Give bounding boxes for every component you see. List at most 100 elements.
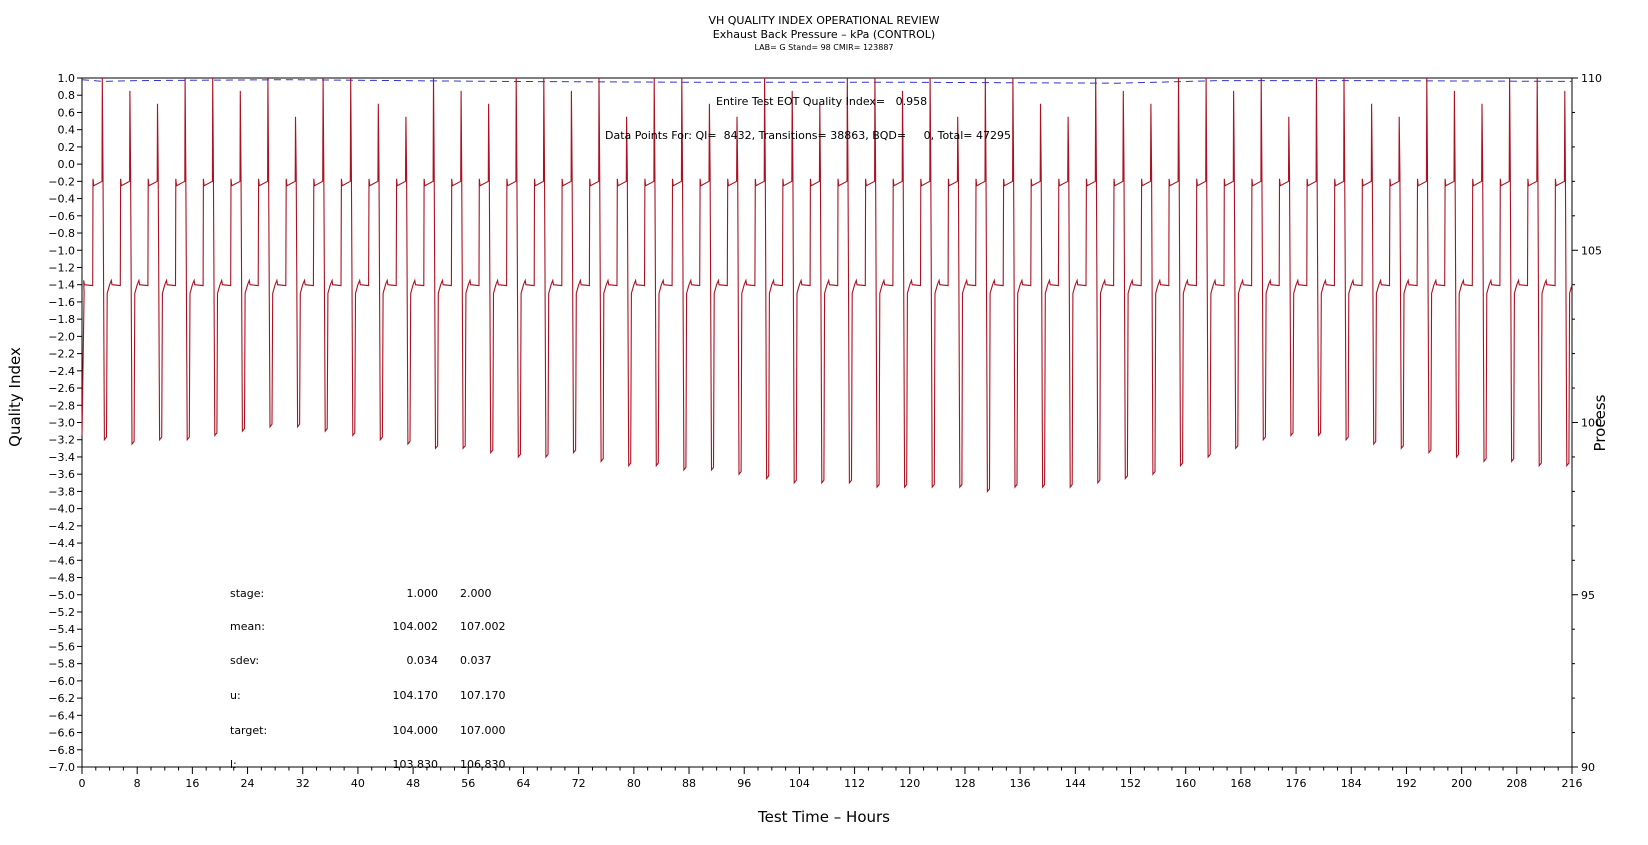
y-left-tick-label: −1.2: [48, 261, 75, 274]
x-tick-label: 144: [1065, 777, 1086, 790]
stats-v2: 106.830: [460, 758, 506, 771]
x-tick-label: 0: [79, 777, 86, 790]
y-left-tick-label: −6.6: [48, 727, 75, 740]
y-left-tick-label: −5.2: [48, 606, 75, 619]
x-tick-label: 80: [627, 777, 641, 790]
stats-v2: 2.000: [460, 587, 492, 600]
y-left-tick-label: −6.8: [48, 744, 75, 757]
x-tick-label: 192: [1396, 777, 1417, 790]
y-left-tick-label: −6.0: [48, 675, 75, 688]
x-tick-label: 24: [241, 777, 255, 790]
stats-label: stage:: [230, 587, 265, 600]
y-left-tick-label: −5.0: [48, 589, 75, 602]
y-left-tick-label: −1.0: [48, 244, 75, 257]
y-left-tick-label: 0.6: [58, 106, 76, 119]
y-left-tick-label: −2.8: [48, 399, 75, 412]
y-left-tick-label: 1.0: [58, 72, 76, 85]
y-left-tick-label: −3.6: [48, 468, 75, 481]
x-tick-label: 168: [1230, 777, 1251, 790]
stats-label: u:: [230, 689, 241, 702]
y-left-tick-label: −2.4: [48, 365, 75, 378]
y-left-tick-label: −4.0: [48, 503, 75, 516]
y-left-tick-label: −4.4: [48, 537, 75, 550]
x-tick-label: 48: [406, 777, 420, 790]
x-tick-label: 160: [1175, 777, 1196, 790]
x-tick-label: 96: [737, 777, 751, 790]
y-axis-right-title: Process: [1591, 394, 1609, 452]
stats-v1: 103.830: [392, 758, 439, 771]
y-left-tick-label: −1.8: [48, 313, 75, 326]
stats-v1: 104.170: [392, 689, 439, 702]
y-left-tick-label: −0.4: [48, 193, 75, 206]
x-tick-label: 184: [1341, 777, 1362, 790]
x-tick-label: 56: [461, 777, 475, 790]
y-left-tick-label: −1.4: [48, 279, 75, 292]
stats-v2: 107.000: [460, 724, 506, 737]
stats-label: l:: [230, 758, 237, 771]
stats-v1: 104.000: [392, 724, 439, 737]
y-left-tick-label: −6.4: [48, 709, 75, 722]
y-left-tick-label: −5.6: [48, 640, 75, 653]
y-left-tick-label: −2.0: [48, 330, 75, 343]
x-tick-label: 40: [351, 777, 365, 790]
x-tick-label: 32: [296, 777, 310, 790]
annotation-eot-quality-index: Entire Test EOT Quality Index= 0.958: [716, 95, 928, 108]
x-tick-label: 104: [789, 777, 810, 790]
stats-label: target:: [230, 724, 268, 737]
x-tick-label: 112: [844, 777, 865, 790]
y-left-tick-label: −4.6: [48, 554, 75, 567]
x-tick-label: 72: [572, 777, 586, 790]
y-left-tick-label: −4.2: [48, 520, 75, 533]
chart-title: VH QUALITY INDEX OPERATIONAL REVIEW: [708, 14, 940, 27]
y-left-tick-label: −0.8: [48, 227, 75, 240]
x-tick-label: 136: [1010, 777, 1031, 790]
stats-label: sdev:: [230, 654, 260, 667]
y-right-tick-label: 90: [1581, 761, 1595, 774]
y-right-tick-label: 100: [1581, 417, 1602, 430]
x-tick-label: 88: [682, 777, 696, 790]
y-right-tick-label: 110: [1581, 72, 1602, 85]
stats-v1: 0.034: [406, 654, 439, 667]
y-right-tick-label: 95: [1581, 589, 1595, 602]
stats-v1: 104.002: [392, 620, 439, 633]
y-left-tick-label: −2.6: [48, 382, 75, 395]
x-tick-label: 208: [1506, 777, 1527, 790]
y-left-tick-label: −3.8: [48, 485, 75, 498]
x-tick-label: 128: [954, 777, 975, 790]
y-left-tick-label: −1.6: [48, 296, 75, 309]
chart-subtitle-lab: LAB= G Stand= 98 CMIR= 123887: [754, 43, 894, 52]
y-axis-left-title: Quality Index: [6, 347, 24, 447]
x-tick-label: 200: [1451, 777, 1472, 790]
stats-v2: 0.037: [460, 654, 492, 667]
x-tick-label: 176: [1286, 777, 1307, 790]
stats-label: mean:: [230, 620, 265, 633]
y-left-tick-label: −3.0: [48, 417, 75, 430]
x-tick-label: 64: [516, 777, 530, 790]
x-axis-title: Test Time – Hours: [758, 808, 890, 826]
y-left-tick-label: −2.2: [48, 348, 75, 361]
x-tick-label: 16: [185, 777, 199, 790]
y-left-tick-label: −5.4: [48, 623, 75, 636]
y-left-tick-label: −4.8: [48, 572, 75, 585]
annotation-data-points: Data Points For: QI= 8432, Transitions= …: [605, 129, 1011, 142]
y-left-tick-label: 0.0: [58, 158, 76, 171]
y-left-tick-label: −5.8: [48, 658, 75, 671]
x-tick-label: 152: [1120, 777, 1141, 790]
x-tick-label: 8: [134, 777, 141, 790]
y-left-tick-label: −7.0: [48, 761, 75, 774]
stats-v2: 107.002: [460, 620, 506, 633]
x-tick-label: 216: [1562, 777, 1583, 790]
y-left-tick-label: −3.2: [48, 434, 75, 447]
series-process-line: [81, 77, 1573, 493]
y-left-tick-label: 0.8: [58, 89, 76, 102]
stats-v2: 107.170: [460, 689, 506, 702]
y-right-tick-label: 105: [1581, 244, 1602, 257]
y-left-tick-label: 0.4: [58, 124, 76, 137]
y-left-tick-label: 0.2: [58, 141, 76, 154]
y-left-tick-label: −6.2: [48, 692, 75, 705]
x-tick-label: 120: [899, 777, 920, 790]
y-left-tick-label: −0.6: [48, 210, 75, 223]
y-left-tick-label: −0.2: [48, 175, 75, 188]
y-left-tick-label: −3.4: [48, 451, 75, 464]
